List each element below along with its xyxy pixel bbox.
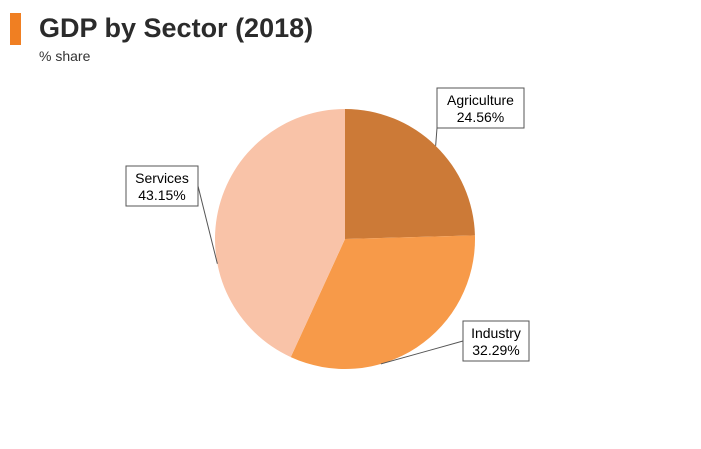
slice-value-services: 43.15% <box>138 187 185 203</box>
pie-slices <box>214 109 475 370</box>
label-box-agriculture <box>436 87 525 129</box>
chart-subtitle: % share <box>39 48 91 64</box>
pie-slice-industry <box>290 235 475 370</box>
slice-label-services: Services <box>135 170 189 186</box>
pie-slice-services <box>214 109 345 358</box>
pie-slice-agriculture <box>345 109 475 239</box>
slice-value-industry: 32.29% <box>472 342 519 358</box>
label-leader-lines <box>197 127 464 365</box>
leader-line-agriculture <box>435 127 438 146</box>
slice-label-agriculture: Agriculture <box>447 92 514 108</box>
slice-value-agriculture: 24.56% <box>457 109 504 125</box>
leader-line-services <box>197 185 218 264</box>
label-box-industry <box>462 320 530 362</box>
label-box-services <box>125 165 199 207</box>
slice-label-industry: Industry <box>471 325 521 341</box>
leader-line-industry <box>380 340 464 365</box>
title-accent-bar <box>10 13 21 45</box>
chart-title: GDP by Sector (2018) <box>39 13 314 43</box>
